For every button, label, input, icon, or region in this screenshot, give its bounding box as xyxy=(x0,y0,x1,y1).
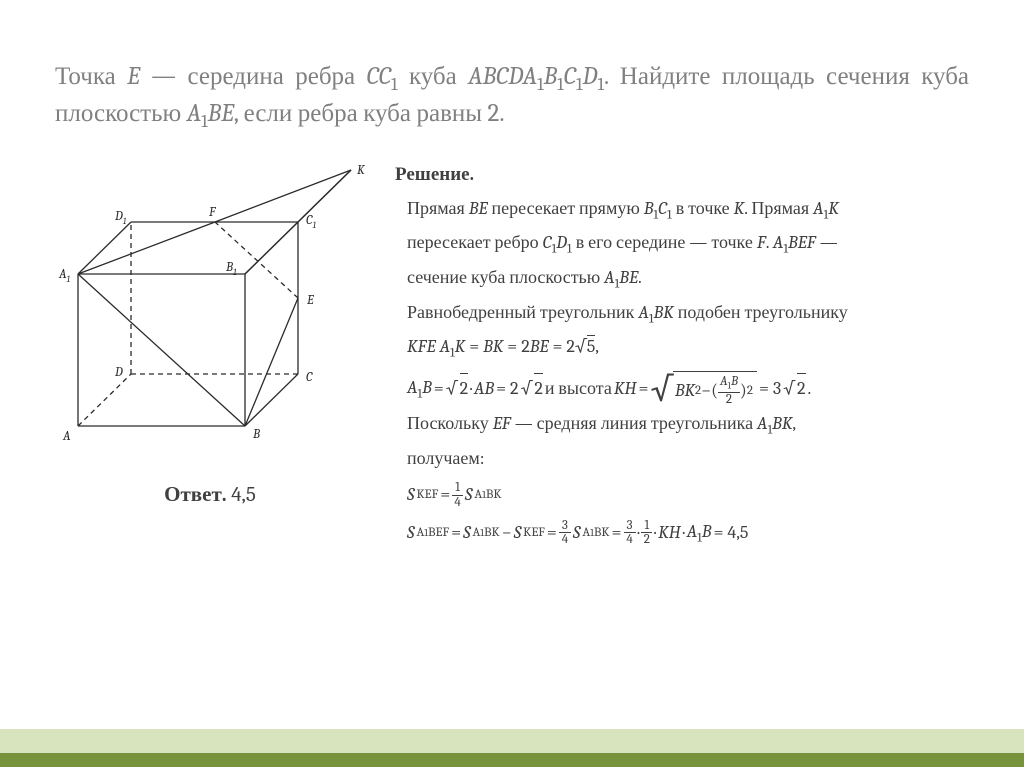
solution-line: сечение куба плоскостью A1BE. xyxy=(395,263,969,296)
cube-diagram: A B C D A1 B1 C1 D1 E F K xyxy=(55,156,365,456)
svg-text:E: E xyxy=(306,293,314,308)
solution-eq: SKEF = 14SA1BK xyxy=(407,480,969,511)
svg-text:F: F xyxy=(208,205,216,220)
solution-line: пересекает ребро C1D1 в его середине — т… xyxy=(395,228,969,261)
diagram-column: A B C D A1 B1 C1 D1 E F K Ответ. 4,5 xyxy=(55,156,365,552)
sqrt-icon: √ xyxy=(521,374,533,405)
solution-line: получаем: xyxy=(395,444,969,475)
solution-column: Решение. Прямая BE пересекает прямую B1C… xyxy=(395,156,969,552)
footer-dark-bar xyxy=(0,753,1024,767)
big-sqrt: √ BK2 − (A1B2)2 xyxy=(651,371,757,407)
answer-label: Ответ. xyxy=(164,483,231,507)
svg-text:A: A xyxy=(62,429,71,444)
fraction: 14 xyxy=(452,481,463,509)
footer-bars xyxy=(0,729,1024,767)
svg-text:A1: A1 xyxy=(58,267,71,285)
solution-line: Равнобедренный треугольник A1BK подобен … xyxy=(395,298,969,331)
fraction: 34 xyxy=(624,519,636,547)
slide-page: Точка E — середина ребра CC1 куба ABCDA1… xyxy=(0,0,1024,767)
footer-light-bar xyxy=(0,729,1024,753)
svg-text:B: B xyxy=(252,427,260,442)
sqrt-icon: √ xyxy=(651,379,673,399)
sqrt-icon: √ xyxy=(783,374,795,405)
solution-heading: Решение. xyxy=(395,158,969,190)
solution-eq: A1B = √2 · AB = 2√2 и высота KH = √ BK2 … xyxy=(407,371,969,407)
sqrt-icon: √ xyxy=(446,374,458,405)
title-text: , если ребра куба равны 2. xyxy=(234,99,505,128)
svg-text:B1: B1 xyxy=(225,260,237,278)
var-A1BE: A1BE xyxy=(187,99,234,128)
answer-block: Ответ. 4,5 xyxy=(55,482,365,507)
var-cube: ABCDA1B1C1D1 xyxy=(468,62,604,91)
svg-text:D1: D1 xyxy=(114,209,127,227)
problem-title: Точка E — середина ребра CC1 куба ABCDA1… xyxy=(55,60,969,134)
fraction: 12 xyxy=(641,519,652,547)
svg-text:C1: C1 xyxy=(306,213,316,231)
solution-line: Прямая BE пересекает прямую B1C1 в точке… xyxy=(395,194,969,227)
var-CC1: CC1 xyxy=(367,62,398,91)
var-E: E xyxy=(127,62,140,91)
sqrt-icon: √ xyxy=(575,336,587,357)
solution-eq: SA1BEF = SA1BK − SKEF = 34SA1BK = 34 · 1… xyxy=(407,517,969,550)
title-text: Точка xyxy=(55,62,127,91)
content-row: A B C D A1 B1 C1 D1 E F K Ответ. 4,5 Решение. Прям… xyxy=(55,156,969,552)
answer-value: 4,5 xyxy=(231,483,256,507)
fraction: 34 xyxy=(559,519,571,547)
fraction: A1B2 xyxy=(718,375,740,407)
svg-text:D: D xyxy=(114,365,123,380)
solution-line: Поскольку EF — средняя линия треугольник… xyxy=(395,409,969,442)
solution-eq: KFE A1K = BK = 2BE = 2√5, xyxy=(395,332,969,365)
title-text: — середина ребра xyxy=(140,62,367,91)
svg-text:K: K xyxy=(357,163,365,178)
svg-text:C: C xyxy=(306,370,313,385)
title-text: куба xyxy=(398,62,469,91)
